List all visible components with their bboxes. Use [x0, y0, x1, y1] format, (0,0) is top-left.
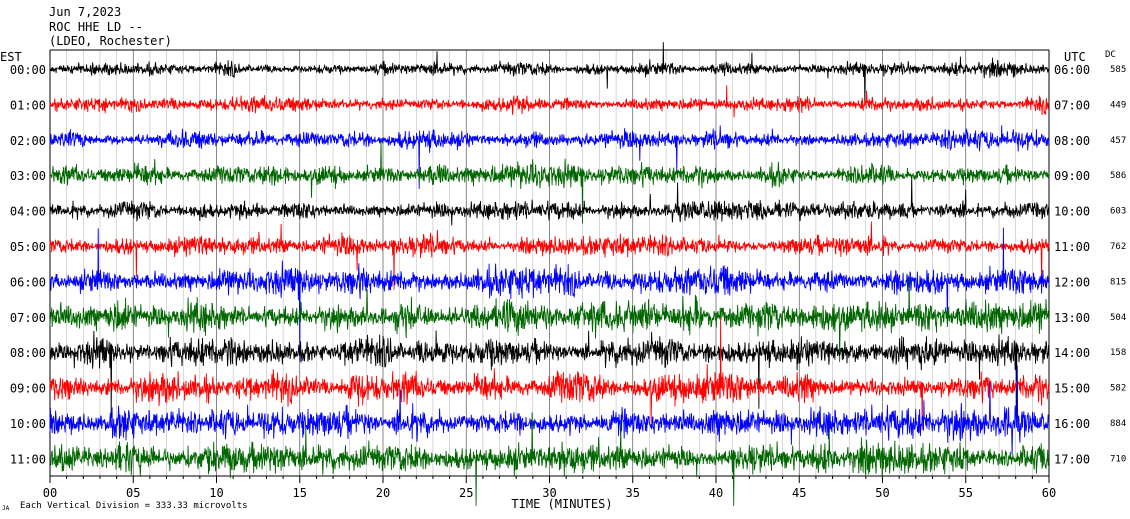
trace-0100 — [49, 85, 1050, 118]
dc-offset-value: 449 — [1110, 100, 1126, 110]
utc-hour-label: 10:00 — [1054, 205, 1090, 219]
trace-0400 — [49, 176, 1050, 226]
utc-hour-label: 16:00 — [1054, 417, 1090, 431]
trace-0300 — [49, 139, 1050, 224]
utc-hour-label: 09:00 — [1054, 169, 1090, 183]
x-tick-label: 25 — [459, 486, 473, 500]
dc-offset-value: 585 — [1110, 65, 1126, 75]
utc-hour-label: 14:00 — [1054, 346, 1090, 360]
x-axis-title: TIME (MINUTES) — [511, 497, 612, 511]
trace-1000 — [49, 365, 1050, 455]
utc-hour-label: 08:00 — [1054, 134, 1090, 148]
record-date: Jun 7,2023 — [49, 5, 122, 19]
dc-column-label: DC — [1105, 50, 1116, 60]
est-hour-label: 11:00 — [10, 452, 46, 466]
trace-0500 — [49, 221, 1050, 290]
dc-offset-value: 815 — [1110, 277, 1126, 287]
x-tick-label: 55 — [959, 486, 973, 500]
est-hour-label: 08:00 — [10, 346, 46, 360]
vertical-scale-note: Each Vertical Division = 333.33 microvol… — [20, 501, 248, 511]
trace-0800 — [49, 330, 1050, 427]
est-zone-label: EST — [0, 50, 22, 64]
label-layer: 00:00 06:00 585 01:00 07:00 449 02:00 08:00 457 0… — [0, 50, 1126, 512]
x-tick-label: 15 — [293, 486, 307, 500]
network-name: (LDEO, Rochester) — [49, 34, 172, 48]
utc-hour-label: 12:00 — [1054, 275, 1090, 289]
trace-0600 — [49, 227, 1050, 362]
utc-hour-label: 07:00 — [1054, 98, 1090, 112]
est-hour-label: 03:00 — [10, 169, 46, 183]
dc-offset-value: 586 — [1110, 171, 1126, 181]
est-hour-label: 00:00 — [10, 63, 46, 77]
trace-0900 — [49, 317, 1050, 431]
x-tick-label: 10 — [209, 486, 223, 500]
est-hour-label: 06:00 — [10, 275, 46, 289]
trace-0700 — [49, 277, 1050, 362]
station-code: ROC HHE LD -- — [49, 20, 143, 34]
x-tick-label: 20 — [376, 486, 390, 500]
est-hour-label: 10:00 — [10, 417, 46, 431]
trace-layer — [49, 42, 1050, 507]
est-hour-label: 02:00 — [10, 134, 46, 148]
est-hour-label: 07:00 — [10, 311, 46, 325]
dc-offset-value: 457 — [1110, 136, 1126, 146]
dc-offset-value: 762 — [1110, 242, 1126, 252]
utc-zone-label: UTC — [1064, 50, 1086, 64]
x-tick-label: 45 — [792, 486, 806, 500]
trace-0200 — [49, 125, 1050, 190]
x-tick-label: 30 — [542, 486, 556, 500]
dc-offset-value: 158 — [1110, 348, 1126, 358]
x-tick-label: 05 — [126, 486, 140, 500]
trace-0000 — [49, 42, 1050, 103]
x-tick-label: 35 — [626, 486, 640, 500]
dc-offset-value: 710 — [1110, 454, 1126, 464]
x-tick-label: 60 — [1042, 486, 1056, 500]
est-hour-label: 04:00 — [10, 205, 46, 219]
est-hour-label: 09:00 — [10, 382, 46, 396]
dc-offset-value: 504 — [1110, 313, 1126, 323]
x-tick-label: 50 — [875, 486, 889, 500]
plot-grid — [49, 49, 1050, 483]
utc-hour-label: 17:00 — [1054, 452, 1090, 466]
est-hour-label: 05:00 — [10, 240, 46, 254]
dc-offset-value: 582 — [1110, 384, 1126, 394]
est-hour-label: 01:00 — [10, 98, 46, 112]
x-tick-label: 40 — [709, 486, 723, 500]
utc-hour-label: 11:00 — [1054, 240, 1090, 254]
utc-hour-label: 06:00 — [1054, 63, 1090, 77]
utc-hour-label: 13:00 — [1054, 311, 1090, 325]
corner-mark: JA — [2, 505, 10, 512]
trace-1100 — [49, 412, 1050, 507]
dc-offset-value: 603 — [1110, 207, 1126, 217]
dc-offset-value: 884 — [1110, 419, 1126, 429]
x-tick-label: 00 — [43, 486, 57, 500]
utc-hour-label: 15:00 — [1054, 382, 1090, 396]
